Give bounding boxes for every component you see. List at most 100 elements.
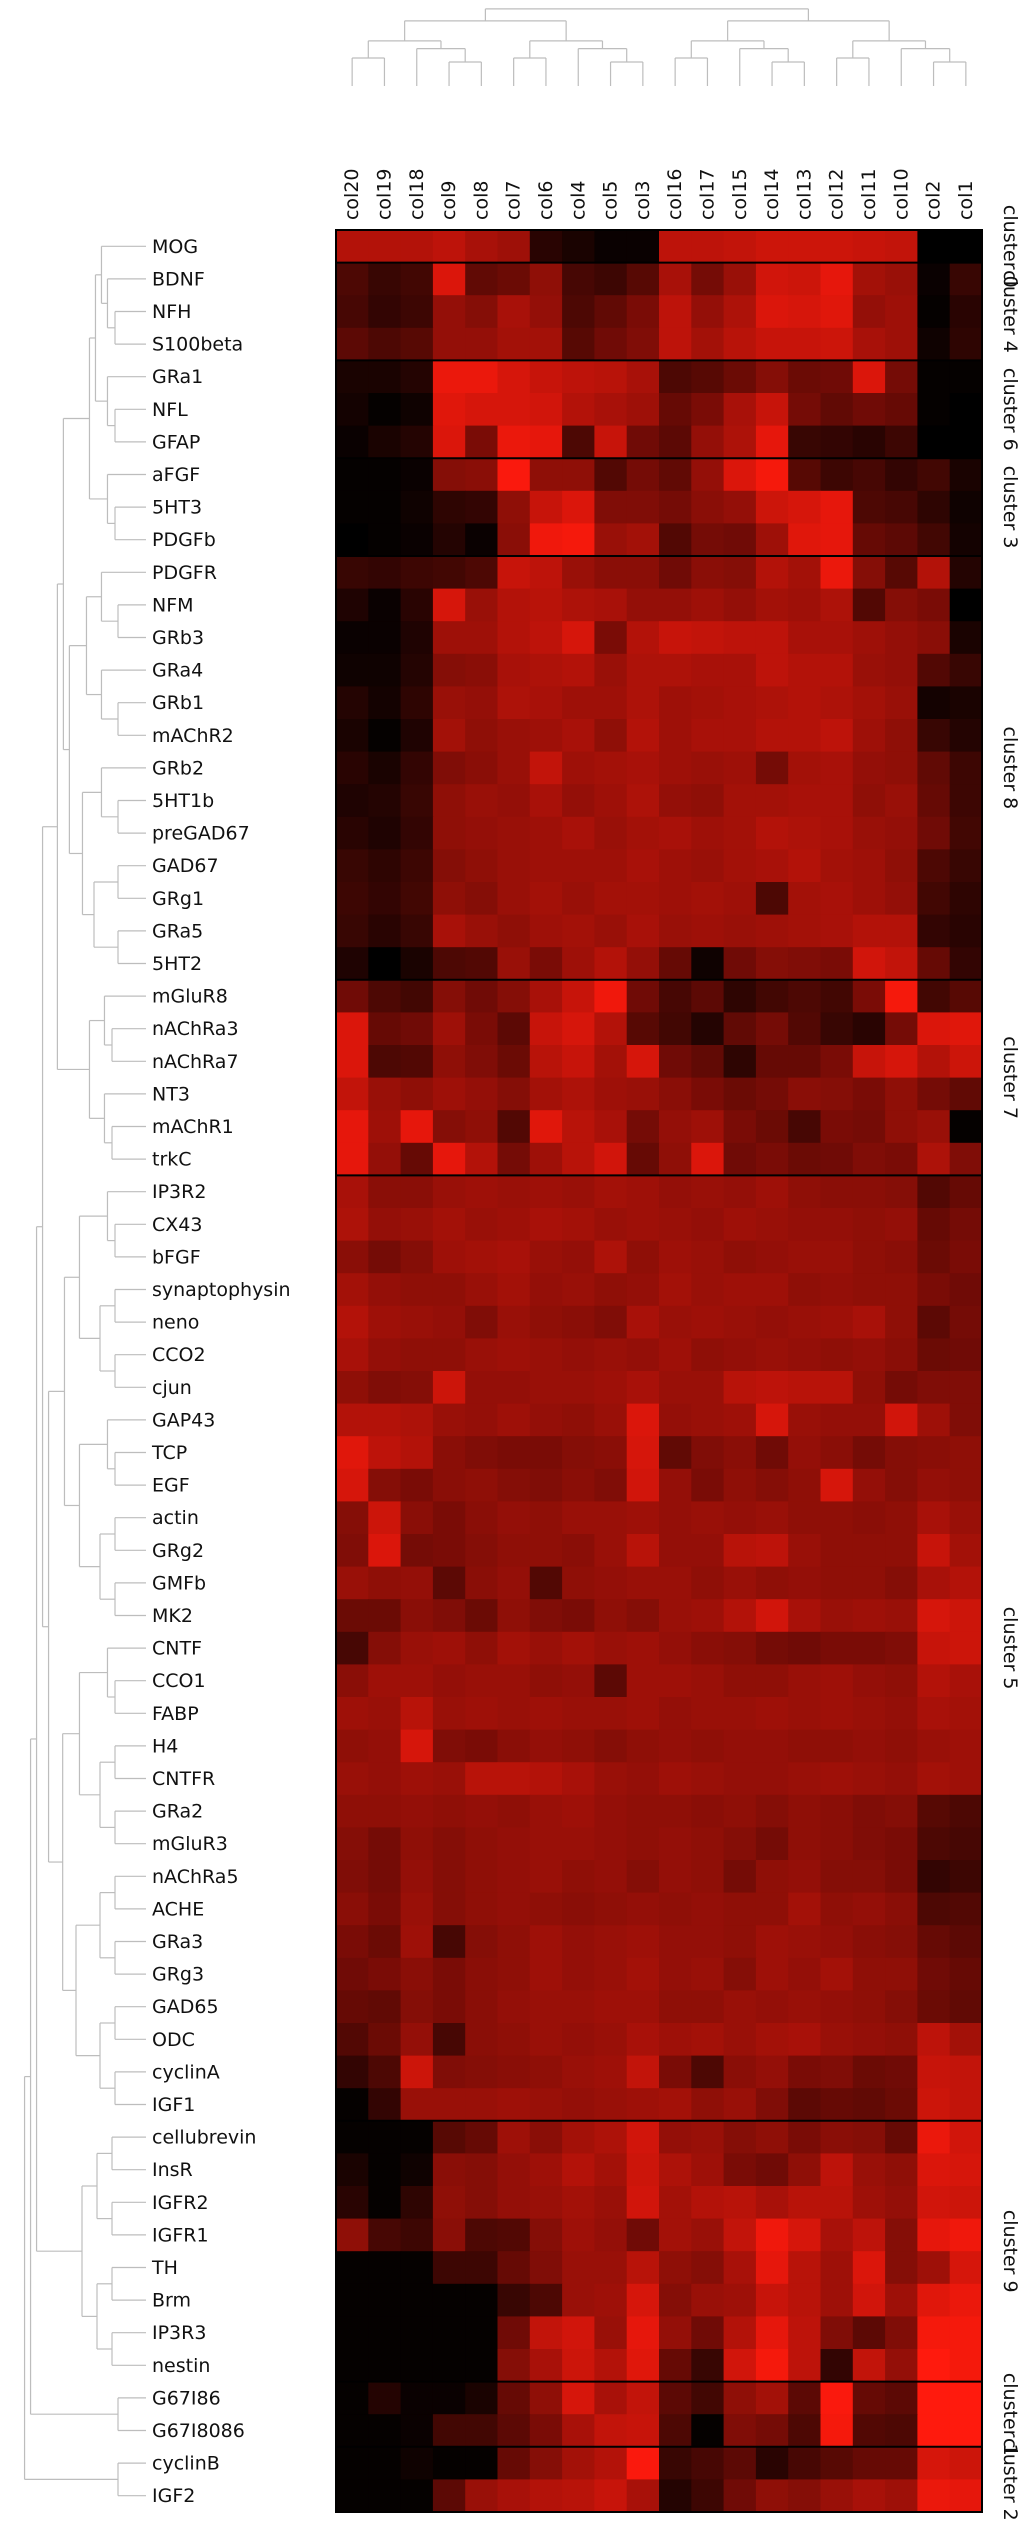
heatmap-cell: [562, 1175, 595, 1209]
row-label: S100beta: [152, 334, 243, 356]
heatmap-cell: [626, 882, 660, 916]
heatmap-cell: [626, 1599, 660, 1633]
heatmap-cell: [336, 360, 369, 394]
heatmap-cell: [529, 1436, 563, 1470]
heatmap-cell: [465, 1827, 499, 1861]
row-label: nestin: [152, 2355, 210, 2377]
heatmap-cell: [400, 2381, 434, 2415]
heatmap-cell: [497, 2283, 531, 2317]
heatmap-cell: [594, 2316, 628, 2350]
column-dendrogram: [351, 8, 967, 86]
heatmap-cell: [368, 621, 402, 655]
heatmap-cell: [659, 1697, 692, 1731]
heatmap-cell: [852, 1827, 886, 1861]
heatmap-cell: [497, 393, 531, 427]
heatmap-cell: [659, 360, 692, 394]
heatmap-cell: [788, 1468, 822, 1502]
heatmap-cell: [594, 393, 628, 427]
column-label: col2: [923, 181, 945, 220]
row-label: FABP: [152, 1703, 199, 1725]
heatmap-cell: [336, 1208, 369, 1242]
heatmap-cell: [368, 1990, 402, 2024]
row-labels: MOGBDNFNFHS100betaGRa1NFLGFAPaFGF5HT3PDG…: [151, 236, 291, 2507]
heatmap-cell: [852, 295, 886, 329]
heatmap-cell: [465, 1077, 499, 1111]
heatmap-cell: [400, 2186, 434, 2220]
heatmap-cell: [659, 393, 692, 427]
heatmap-cell: [626, 2414, 660, 2448]
cluster-label: cluster 6: [999, 368, 1021, 451]
heatmap-cell: [465, 230, 499, 264]
heatmap-cell: [691, 1142, 725, 1176]
heatmap-cell: [659, 458, 692, 492]
heatmap-cell: [755, 784, 789, 818]
heatmap-cell: [594, 1077, 628, 1111]
heatmap-cell: [432, 2088, 466, 2122]
heatmap-cell: [788, 621, 822, 655]
heatmap-cell: [917, 2251, 951, 2285]
heatmap-cell: [723, 2218, 757, 2252]
heatmap-cell: [400, 2316, 434, 2350]
heatmap-cell: [885, 1468, 918, 1502]
heatmap-cell: [594, 1599, 628, 1633]
heatmap-cell: [497, 1436, 531, 1470]
heatmap-cell: [788, 2055, 822, 2089]
heatmap-cell: [852, 490, 886, 524]
heatmap-cell: [368, 1664, 402, 1698]
heatmap-cell: [820, 947, 854, 981]
heatmap-cell: [691, 1436, 725, 1470]
heatmap-cell: [594, 2055, 628, 2089]
heatmap-cells: [336, 230, 983, 2513]
heatmap-cell: [788, 1599, 822, 1633]
heatmap-cell: [820, 849, 854, 883]
heatmap-cell: [562, 1957, 595, 1991]
heatmap-cell: [562, 2283, 595, 2317]
heatmap-cell: [368, 2186, 402, 2220]
heatmap-cell: [594, 262, 628, 296]
heatmap-cell: [917, 2186, 951, 2220]
heatmap-cell: [917, 621, 951, 655]
column-label: col14: [761, 168, 783, 220]
heatmap-cell: [917, 1208, 951, 1242]
heatmap-cell: [949, 1338, 983, 1372]
heatmap-cell: [594, 1142, 628, 1176]
heatmap-cell: [852, 1371, 886, 1405]
heatmap-cell: [626, 295, 660, 329]
heatmap-cell: [885, 947, 918, 981]
heatmap-cell: [562, 849, 595, 883]
heatmap-cell: [723, 1175, 757, 1209]
heatmap-cell: [594, 1175, 628, 1209]
heatmap-cell: [788, 947, 822, 981]
column-label: col20: [341, 168, 363, 220]
heatmap-cell: [917, 1045, 951, 1079]
heatmap-cell: [336, 1599, 369, 1633]
heatmap-cell: [885, 393, 918, 427]
heatmap-cell: [497, 621, 531, 655]
row-label: cellubrevin: [152, 2127, 256, 2149]
heatmap-cell: [885, 458, 918, 492]
heatmap-cell: [659, 719, 692, 753]
row-label: ODC: [152, 2029, 195, 2051]
row-label: IGF1: [152, 2094, 195, 2116]
heatmap-cell: [529, 1468, 563, 1502]
heatmap-cell: [400, 1599, 434, 1633]
heatmap-cell: [497, 295, 531, 329]
heatmap-cell: [368, 686, 402, 720]
heatmap-cell: [885, 653, 918, 687]
heatmap-cell: [755, 1338, 789, 1372]
heatmap-cell: [949, 1240, 983, 1274]
heatmap-cell: [885, 2153, 918, 2187]
heatmap-cell: [659, 327, 692, 361]
heatmap-cell: [400, 979, 434, 1013]
heatmap-cell: [562, 2349, 595, 2383]
heatmap-cell: [368, 947, 402, 981]
heatmap-cell: [626, 2088, 660, 2122]
heatmap-cell: [917, 1697, 951, 1731]
heatmap-cell: [723, 1892, 757, 1926]
heatmap-cell: [949, 1305, 983, 1339]
heatmap-cell: [659, 1436, 692, 1470]
heatmap-cell: [529, 979, 563, 1013]
heatmap-cell: [691, 1534, 725, 1568]
heatmap-cell: [949, 719, 983, 753]
heatmap-cell: [820, 2186, 854, 2220]
